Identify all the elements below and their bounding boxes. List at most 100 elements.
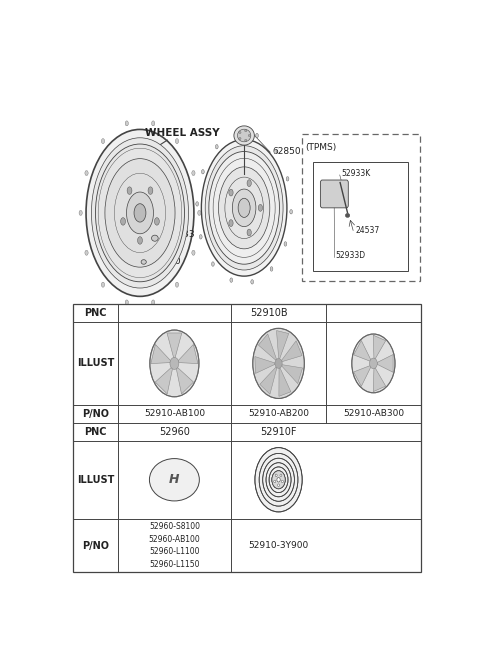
Ellipse shape [245, 129, 247, 131]
Ellipse shape [96, 144, 184, 282]
Ellipse shape [216, 145, 218, 149]
Polygon shape [167, 333, 182, 357]
Circle shape [274, 480, 276, 483]
Polygon shape [276, 330, 289, 359]
Ellipse shape [155, 217, 159, 225]
Text: 52960-S8100
52960-AB100
52960-L1100
52960-L1150: 52960-S8100 52960-AB100 52960-L1100 5296… [148, 522, 200, 569]
Ellipse shape [127, 187, 132, 194]
Ellipse shape [199, 235, 202, 239]
Ellipse shape [198, 210, 201, 215]
Polygon shape [255, 357, 275, 373]
Polygon shape [373, 368, 386, 392]
Polygon shape [282, 341, 302, 361]
Ellipse shape [345, 214, 350, 217]
Ellipse shape [202, 139, 287, 276]
Text: 52933: 52933 [166, 230, 195, 238]
Polygon shape [377, 355, 393, 373]
Ellipse shape [205, 146, 283, 270]
Circle shape [352, 334, 395, 393]
Polygon shape [282, 365, 302, 384]
Ellipse shape [85, 171, 88, 175]
Ellipse shape [218, 167, 270, 249]
Ellipse shape [192, 171, 195, 175]
Circle shape [255, 447, 302, 512]
Circle shape [275, 474, 277, 476]
Ellipse shape [152, 300, 155, 305]
Text: ILLUST: ILLUST [77, 475, 114, 485]
Text: (TPMS): (TPMS) [305, 143, 336, 152]
Ellipse shape [238, 198, 250, 217]
Ellipse shape [247, 229, 252, 236]
Polygon shape [151, 344, 170, 363]
Text: PNC: PNC [84, 426, 107, 437]
Ellipse shape [91, 138, 189, 288]
Circle shape [170, 357, 179, 369]
Ellipse shape [141, 260, 146, 264]
Ellipse shape [247, 180, 252, 187]
Ellipse shape [270, 267, 273, 271]
Ellipse shape [134, 204, 146, 222]
Ellipse shape [251, 280, 253, 284]
Ellipse shape [196, 202, 199, 206]
Ellipse shape [148, 187, 153, 194]
Circle shape [272, 471, 285, 489]
Ellipse shape [209, 152, 279, 264]
Text: WHEEL ASSY: WHEEL ASSY [145, 129, 220, 139]
Ellipse shape [232, 189, 256, 227]
Ellipse shape [248, 135, 251, 137]
Bar [313, 162, 408, 271]
Circle shape [281, 480, 283, 483]
Ellipse shape [229, 189, 233, 196]
Ellipse shape [230, 278, 233, 283]
Ellipse shape [127, 192, 154, 234]
Circle shape [277, 484, 279, 487]
Polygon shape [155, 367, 172, 394]
Ellipse shape [120, 217, 125, 225]
Circle shape [150, 330, 199, 397]
Text: 52950: 52950 [152, 258, 180, 267]
Bar [73, 304, 421, 572]
Polygon shape [354, 366, 371, 386]
Ellipse shape [125, 121, 128, 126]
Ellipse shape [138, 237, 143, 244]
Ellipse shape [202, 170, 204, 174]
Ellipse shape [239, 137, 241, 139]
Text: 52933K: 52933K [341, 169, 370, 178]
Polygon shape [373, 335, 386, 359]
Circle shape [280, 474, 282, 476]
Text: ILLUST: ILLUST [77, 359, 114, 369]
Ellipse shape [101, 139, 105, 144]
Ellipse shape [284, 242, 287, 246]
FancyBboxPatch shape [321, 180, 348, 208]
Text: 52960: 52960 [159, 426, 190, 437]
Text: 62850: 62850 [273, 147, 301, 156]
Ellipse shape [274, 149, 277, 154]
Ellipse shape [245, 139, 247, 141]
Text: 24537: 24537 [356, 226, 380, 235]
Text: PNC: PNC [84, 308, 107, 318]
Ellipse shape [152, 235, 158, 241]
Ellipse shape [258, 204, 263, 212]
Text: 52910-AB100: 52910-AB100 [144, 409, 205, 419]
Text: P/NO: P/NO [82, 409, 109, 419]
Ellipse shape [212, 262, 214, 266]
Ellipse shape [256, 133, 258, 138]
Polygon shape [176, 367, 193, 394]
Ellipse shape [234, 126, 254, 145]
Text: 52910-3Y900: 52910-3Y900 [249, 541, 309, 550]
Ellipse shape [105, 158, 175, 267]
Circle shape [253, 328, 304, 398]
Text: 52910-AB200: 52910-AB200 [248, 409, 309, 419]
Ellipse shape [125, 300, 128, 305]
Polygon shape [258, 334, 276, 360]
Ellipse shape [85, 250, 88, 255]
Polygon shape [279, 368, 291, 396]
Ellipse shape [192, 250, 195, 255]
Ellipse shape [175, 283, 179, 287]
Ellipse shape [229, 219, 233, 227]
Polygon shape [178, 344, 198, 363]
Text: 52910F: 52910F [260, 426, 297, 437]
Circle shape [370, 358, 377, 369]
Ellipse shape [79, 210, 82, 215]
Ellipse shape [101, 283, 105, 287]
